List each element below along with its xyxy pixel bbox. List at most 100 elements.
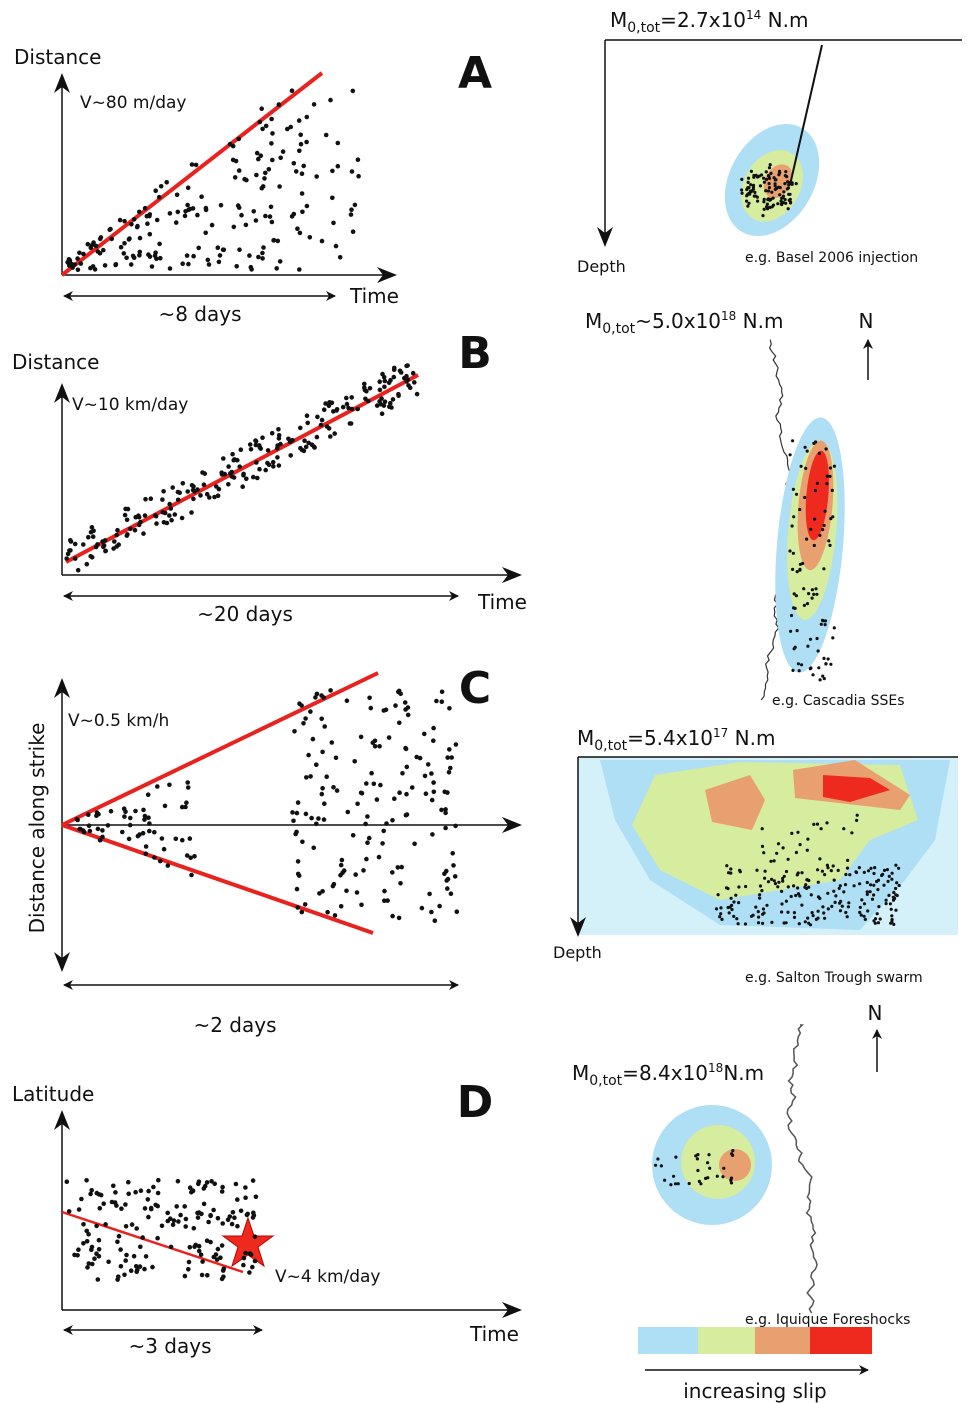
event-dot [722, 1166, 726, 1170]
event-dot [395, 865, 401, 870]
event-dot [816, 916, 820, 920]
event-dot [815, 592, 819, 596]
event-dot [316, 816, 321, 821]
event-dot [783, 197, 787, 202]
event-dot [828, 466, 833, 470]
event-dot [832, 889, 836, 893]
event-dot [119, 1206, 124, 1211]
event-dot [140, 830, 146, 836]
event-dot [792, 911, 797, 915]
event-dot [818, 896, 822, 901]
event-dot [64, 1179, 70, 1184]
event-dot [196, 245, 201, 251]
event-dot [870, 897, 875, 901]
event-dot [890, 917, 894, 922]
event-dot [333, 755, 339, 761]
event-dot [314, 174, 320, 179]
duration: ~3 days [128, 1334, 211, 1358]
event-dot [824, 662, 828, 666]
event-dot [150, 1264, 155, 1270]
event-dot [826, 907, 830, 911]
event-dot [154, 217, 160, 223]
event-dot [172, 512, 178, 517]
event-dot [180, 261, 185, 267]
event-dot [782, 190, 786, 194]
event-dot [301, 448, 307, 454]
event-dot [442, 871, 447, 876]
event-dot [402, 375, 407, 381]
event-dot [359, 791, 365, 796]
event-dot [410, 370, 416, 376]
event-dot [128, 815, 133, 821]
event-dot [826, 866, 830, 870]
event-dot [398, 881, 403, 886]
event-dot [818, 678, 822, 682]
event-dot [196, 1181, 201, 1187]
event-dot [404, 363, 409, 369]
event-dot [90, 1261, 95, 1267]
event-dot [309, 815, 314, 821]
event-dot [86, 1232, 91, 1237]
event-dot [344, 698, 350, 703]
m-rel: = [660, 8, 677, 32]
event-dot [133, 1264, 139, 1269]
event-dot [786, 207, 790, 211]
event-dot [231, 224, 237, 230]
event-dot [183, 1224, 188, 1229]
event-dot [291, 211, 297, 217]
event-dot [837, 886, 841, 891]
event-dot [894, 863, 898, 867]
event-dot [802, 587, 806, 591]
event-dot [674, 1155, 678, 1159]
event-dot [788, 181, 792, 185]
velocity: V~80 m/day [80, 93, 186, 113]
m-mant: 2.7x10 [677, 8, 746, 32]
event-dot [243, 1250, 248, 1256]
event-dot [137, 209, 142, 215]
m-exp: 18 [708, 1061, 723, 1075]
event-dot [795, 629, 799, 633]
event-dot [156, 1177, 161, 1183]
event-dot [788, 201, 793, 205]
event-dot [786, 885, 790, 889]
event-dot [714, 907, 719, 911]
event-dot [445, 886, 450, 891]
panel-d-left: Latitude V~4 km/day Time ~3 days D [12, 1077, 522, 1358]
event-dot [386, 735, 392, 740]
event-dot [148, 496, 154, 502]
event-dot [866, 909, 870, 913]
panel-c-right: M0,tot=5.4x1017 N.m Depth e.g. Salton Tr… [553, 726, 958, 986]
event-dot [331, 785, 336, 790]
event-dot [238, 1208, 244, 1214]
event-dot [784, 201, 788, 205]
event-dot [182, 1273, 188, 1279]
event-dot [755, 175, 760, 179]
event-dot [185, 780, 190, 785]
event-dot [142, 813, 148, 819]
event-dot [203, 230, 208, 236]
event-dot [183, 804, 188, 810]
event-dot [123, 1224, 129, 1229]
event-dot [274, 266, 280, 271]
event-dot [295, 226, 300, 231]
event-dot [687, 1181, 691, 1186]
event-dot [340, 870, 345, 875]
event-dot [873, 866, 877, 870]
event-dot [800, 871, 804, 875]
event-dot [174, 1204, 179, 1209]
event-dot [254, 475, 260, 481]
event-dot [814, 587, 818, 591]
event-dot [306, 440, 311, 446]
event-dot [243, 1195, 248, 1200]
event-dot [183, 209, 188, 214]
event-dot [366, 835, 372, 841]
event-dot [145, 792, 151, 797]
event-dot [116, 542, 121, 547]
event-dot [419, 905, 425, 911]
event-dot [875, 879, 879, 884]
event-dot [803, 885, 807, 889]
event-dot [740, 188, 744, 192]
event-dot [298, 445, 303, 451]
event-dot [790, 524, 794, 528]
swatch [698, 1327, 755, 1354]
